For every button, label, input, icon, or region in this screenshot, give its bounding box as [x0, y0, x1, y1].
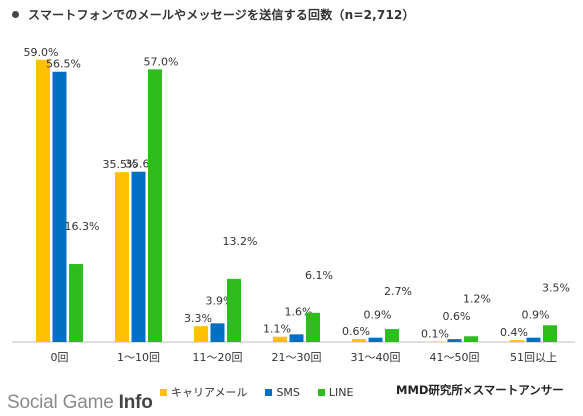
bar-line-4: [385, 329, 399, 342]
legend-item-line: LINE: [317, 385, 354, 399]
chart-title-row: スマートフォンでのメールやメッセージを送信する回数（n=2,712）: [12, 6, 415, 23]
category-label-0: 0回: [51, 351, 69, 364]
bar-sms-3: [289, 334, 304, 342]
brand-logo-text: Social Game: [7, 392, 119, 413]
bar-carrier-mail-3: [273, 336, 287, 342]
bar-sms-6: [526, 337, 541, 342]
bar-carrier-mail-5: [431, 341, 445, 343]
data-label-carrier-mail-6: 0.4%: [500, 326, 528, 339]
data-label-carrier-mail-2: 3.3%: [184, 312, 212, 325]
data-label-carrier-mail-4: 0.6%: [342, 325, 370, 338]
data-label-carrier-mail-5: 0.1%: [421, 328, 449, 341]
category-label-2: 11〜20回: [193, 351, 243, 364]
data-label-line-3: 6.1%: [305, 269, 333, 282]
legend-label-carrier-mail: キャリアメール: [171, 386, 248, 399]
brand-logo-strong: Info: [118, 392, 153, 413]
data-label-carrier-mail-0: 59.0%: [24, 46, 59, 59]
data-label-carrier-mail-3: 1.1%: [263, 323, 291, 336]
brand-logo: Social Game Info: [7, 392, 153, 414]
legend-item-carrier-mail: キャリアメール: [160, 384, 247, 400]
source-label: MMD研究所×スマートアンサー: [396, 383, 564, 397]
data-label-line-5: 1.2%: [463, 292, 491, 305]
data-label-sms-3: 1.6%: [285, 305, 313, 318]
legend-swatch-sms: [265, 388, 273, 396]
bar-sms-1: [131, 171, 146, 342]
bar-carrier-mail-6: [510, 340, 524, 342]
data-label-sms-2: 3.9%: [206, 294, 234, 307]
data-label-line-2: 13.2%: [223, 235, 258, 248]
bar-line-3: [306, 312, 320, 342]
bar-carrier-mail-4: [352, 339, 366, 342]
data-label-sms-6: 0.9%: [522, 309, 550, 322]
chart-title: スマートフォンでのメールやメッセージを送信する回数（n=2,712）: [28, 8, 415, 22]
bar-line-0: [69, 264, 83, 342]
bar-line-2: [227, 278, 241, 342]
legend-label-line: LINE: [328, 385, 354, 399]
data-label-line-1: 57.0%: [144, 55, 179, 68]
data-label-sms-5: 0.6%: [443, 310, 471, 323]
bar-sms-4: [368, 337, 383, 342]
data-label-carrier-mail-1: 35.5%: [103, 158, 138, 171]
category-label-4: 31〜40回: [351, 351, 401, 364]
bar-carrier-mail-0: [36, 59, 50, 342]
category-label-5: 41〜50回: [430, 351, 480, 364]
data-label-line-4: 2.7%: [384, 285, 412, 298]
bar-line-6: [543, 325, 557, 342]
legend-label-sms: SMS: [276, 385, 300, 399]
legend-swatch-line: [317, 388, 325, 396]
bar-line-1: [148, 69, 162, 342]
bar-carrier-mail-2: [194, 326, 208, 342]
legend: キャリアメール SMS LINE: [160, 384, 371, 400]
data-label-sms-0: 56.5%: [46, 58, 81, 71]
category-label-3: 21〜30回: [272, 351, 322, 364]
category-label-1: 1〜10回: [117, 351, 160, 364]
data-label-sms-4: 0.9%: [364, 309, 392, 322]
bar-carrier-mail-1: [115, 172, 129, 342]
bar-line-5: [464, 336, 478, 342]
legend-swatch-carrier-mail: [160, 388, 167, 396]
data-label-line-0: 16.3%: [65, 220, 100, 233]
bullet-icon: [12, 11, 19, 18]
data-label-line-6: 3.5%: [542, 281, 570, 294]
legend-item-sms: SMS: [265, 385, 300, 399]
bar-sms-2: [210, 323, 225, 342]
bar-sms-0: [52, 71, 67, 343]
category-label-6: 51回以上: [510, 351, 557, 364]
bar-sms-5: [447, 339, 462, 342]
